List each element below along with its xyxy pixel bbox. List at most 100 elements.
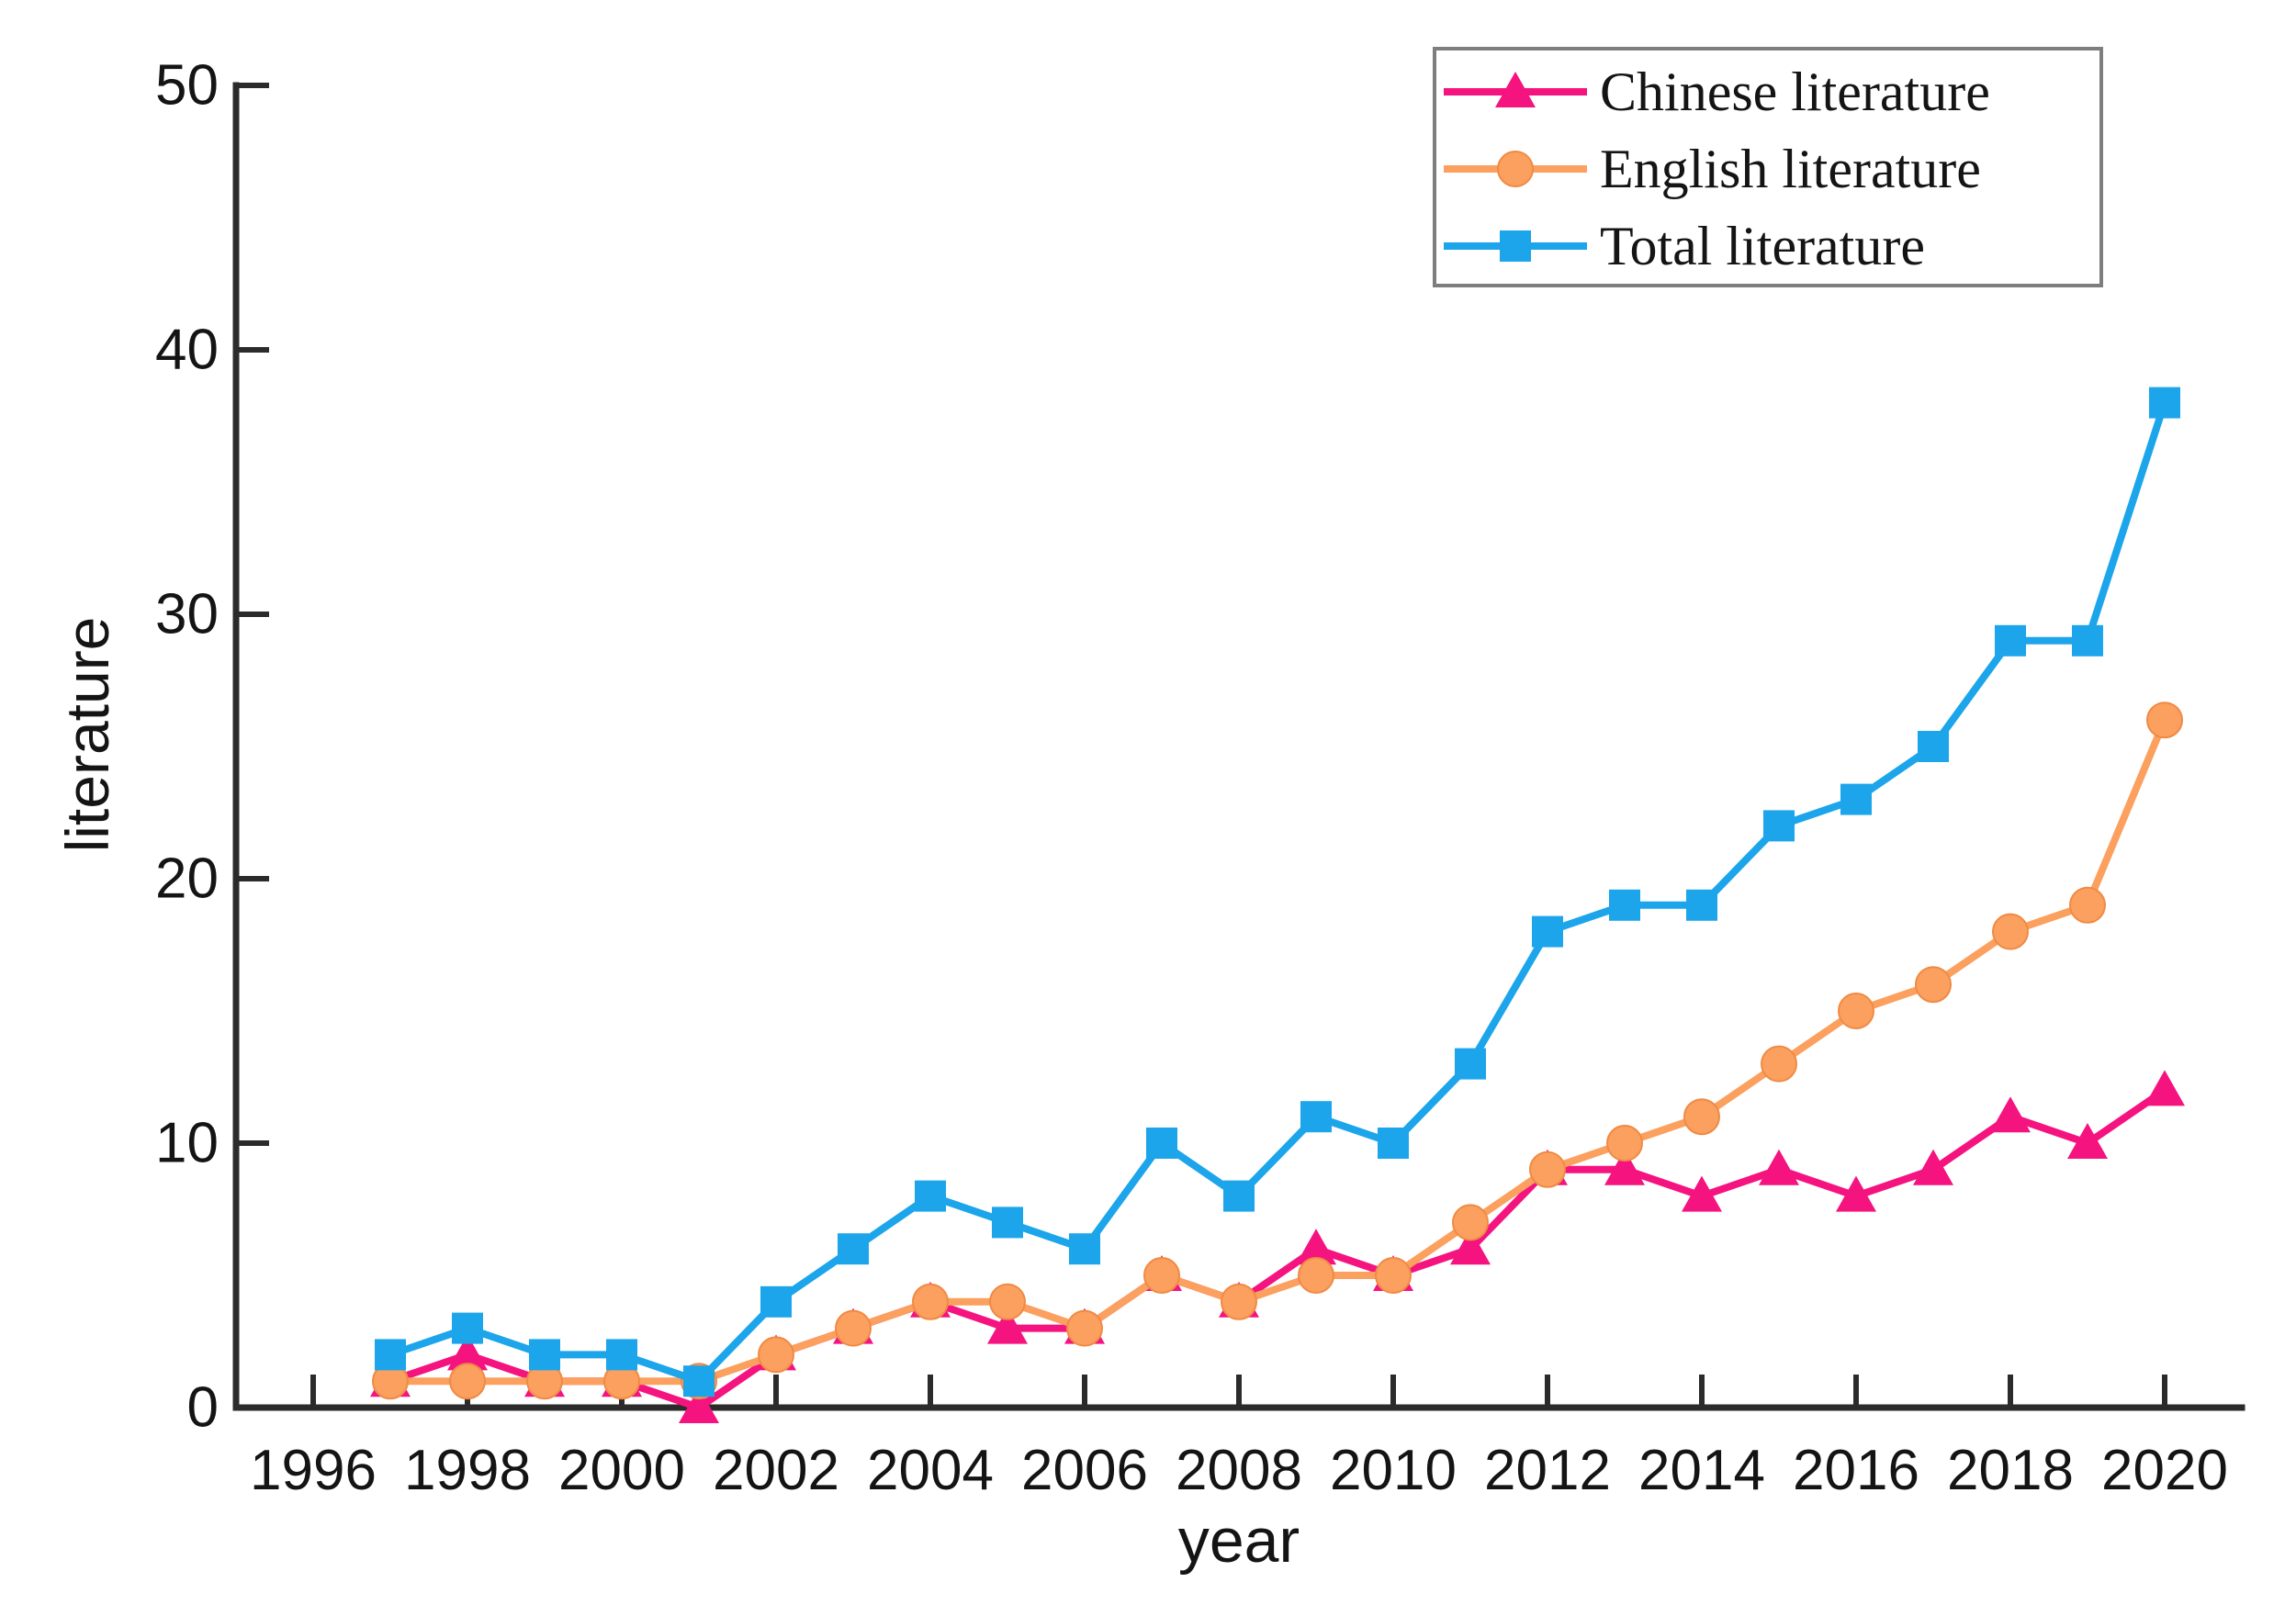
total-literature-marker-2019: [2072, 624, 2103, 657]
chinese-literature-marker-1998: [447, 1334, 488, 1371]
y-tick-label-50: 50: [155, 54, 219, 118]
total-literature-marker-2004: [915, 1180, 946, 1212]
english-literature-marker-2013: [1606, 1125, 1643, 1162]
total-literature-marker-2014: [1686, 889, 1717, 921]
total-literature-marker-2009: [1300, 1101, 1332, 1133]
chinese-literature-marker-2013: [1604, 1149, 1645, 1185]
axes: [232, 82, 2245, 1411]
english-literature-marker-2012: [1529, 1150, 1566, 1188]
total-literature-marker-1997: [375, 1339, 406, 1371]
english-literature-marker-2017: [1915, 966, 1952, 1004]
legend-label: Chinese literature: [1600, 62, 1990, 122]
legend: Chinese literature English literature Tota…: [1433, 47, 2103, 287]
total-literature-marker-2013: [1609, 889, 1640, 921]
legend-item-english-literature: English literature: [1444, 139, 1981, 199]
total-literature-marker-2001: [683, 1365, 715, 1397]
chinese-literature-marker-2011: [1450, 1229, 1491, 1265]
total-literature-marker-2007: [1146, 1128, 1177, 1159]
legend-item-chinese-literature: Chinese literature: [1444, 62, 1990, 122]
english-literature-marker-2020: [2146, 701, 2183, 739]
total-literature-marker-2003: [838, 1233, 869, 1265]
english-literature-marker-2010: [1375, 1257, 1412, 1294]
english-literature-marker-2007: [1143, 1257, 1180, 1294]
legend-item-total-literature: Total literature: [1444, 216, 1925, 276]
x-axis-tick-labels: 1996 1998 2000 2002 2004 2006 2008 2010 2012 2014…: [250, 1439, 2228, 1502]
chinese-literature-marker-2020: [2144, 1070, 2185, 1106]
english-literature-marker-2005: [989, 1283, 1026, 1320]
x-tick-label-2016: 2016: [1793, 1439, 1919, 1502]
axis-ticks: [236, 83, 2167, 1408]
series-english-literature: [372, 701, 2183, 1400]
x-tick-label-2018: 2018: [1947, 1439, 2074, 1502]
legend-square-icon: [1500, 230, 1531, 262]
total-literature-marker-2006: [1069, 1233, 1100, 1265]
chinese-literature-marker-2017: [1913, 1149, 1953, 1185]
chinese-literature-line: [387, 1086, 2168, 1411]
chinese-literature-marker-2015: [1759, 1149, 1799, 1185]
x-tick-label-2002: 2002: [713, 1439, 839, 1502]
y-tick-label-30: 30: [155, 583, 219, 646]
x-tick-label-1996: 1996: [250, 1439, 377, 1502]
total-literature-marker-2020: [2149, 387, 2180, 419]
total-literature-marker-2002: [760, 1285, 792, 1318]
y-axis-title: literature: [53, 617, 121, 853]
english-literature-marker-2011: [1452, 1204, 1489, 1241]
total-literature-line: [387, 398, 2168, 1386]
chinese-literature-marker-2018: [1990, 1096, 2031, 1133]
x-tick-label-2010: 2010: [1330, 1439, 1457, 1502]
total-literature-marker-2016: [1840, 783, 1872, 815]
x-tick-label-2012: 2012: [1484, 1439, 1611, 1502]
total-literature-marker-2018: [1995, 624, 2026, 657]
english-literature-marker-2014: [1683, 1098, 1720, 1136]
x-tick-label-2004: 2004: [867, 1439, 994, 1502]
total-literature-marker-2000: [606, 1339, 637, 1371]
total-literature-marker-2012: [1532, 915, 1563, 948]
y-tick-label-0: 0: [187, 1376, 219, 1440]
chinese-literature-marker-2005: [987, 1308, 1028, 1344]
english-literature-marker-2008: [1221, 1283, 1257, 1320]
chinese-literature-marker-2019: [2067, 1123, 2108, 1159]
x-tick-label-2020: 2020: [2101, 1439, 2228, 1502]
x-tick-label-2014: 2014: [1638, 1439, 1765, 1502]
english-literature-marker-2006: [1066, 1309, 1103, 1347]
english-literature-marker-2019: [2069, 886, 2106, 924]
english-literature-marker-2009: [1298, 1257, 1334, 1294]
english-literature-line: [387, 716, 2168, 1386]
total-literature-marker-1998: [452, 1312, 483, 1344]
chinese-literature-marker-2009: [1296, 1229, 1336, 1265]
english-literature-marker-1998: [449, 1363, 486, 1400]
legend-label: English literature: [1600, 139, 1981, 199]
legend-circle-icon: [1497, 151, 1534, 187]
y-tick-label-20: 20: [155, 847, 219, 911]
english-literature-marker-2016: [1838, 993, 1874, 1029]
legend-label: Total literature: [1600, 216, 1925, 276]
legend-triangle-icon: [1495, 72, 1536, 107]
chinese-literature-marker-2001: [679, 1387, 719, 1423]
english-literature-marker-2003: [835, 1309, 872, 1347]
x-tick-label-1998: 1998: [404, 1439, 531, 1502]
y-tick-label-40: 40: [155, 319, 219, 382]
chinese-literature-marker-2014: [1682, 1175, 1722, 1212]
english-literature-marker-2004: [912, 1283, 949, 1320]
total-literature-marker-2008: [1223, 1180, 1255, 1212]
y-axis-tick-labels: 0 10 20 30 40 50: [155, 54, 219, 1440]
english-literature-marker-2015: [1761, 1045, 1797, 1083]
english-literature-marker-2018: [1992, 913, 2029, 950]
x-tick-label-2000: 2000: [558, 1439, 685, 1502]
x-tick-label-2006: 2006: [1021, 1439, 1148, 1502]
y-tick-label-10: 10: [155, 1112, 219, 1175]
x-axis-title: year: [1178, 1506, 1300, 1576]
total-literature-marker-2005: [992, 1207, 1023, 1239]
total-literature-marker-2017: [1918, 731, 1949, 762]
series-total-literature: [375, 387, 2180, 1397]
total-literature-marker-2010: [1378, 1128, 1409, 1159]
series-chinese-literature: [370, 1070, 2185, 1423]
axis-lines: [232, 82, 2245, 1411]
chinese-literature-marker-2016: [1836, 1175, 1876, 1212]
total-literature-marker-2015: [1763, 810, 1795, 842]
x-tick-label-2008: 2008: [1176, 1439, 1302, 1502]
english-literature-marker-2002: [758, 1336, 794, 1374]
total-literature-marker-1999: [529, 1339, 560, 1371]
